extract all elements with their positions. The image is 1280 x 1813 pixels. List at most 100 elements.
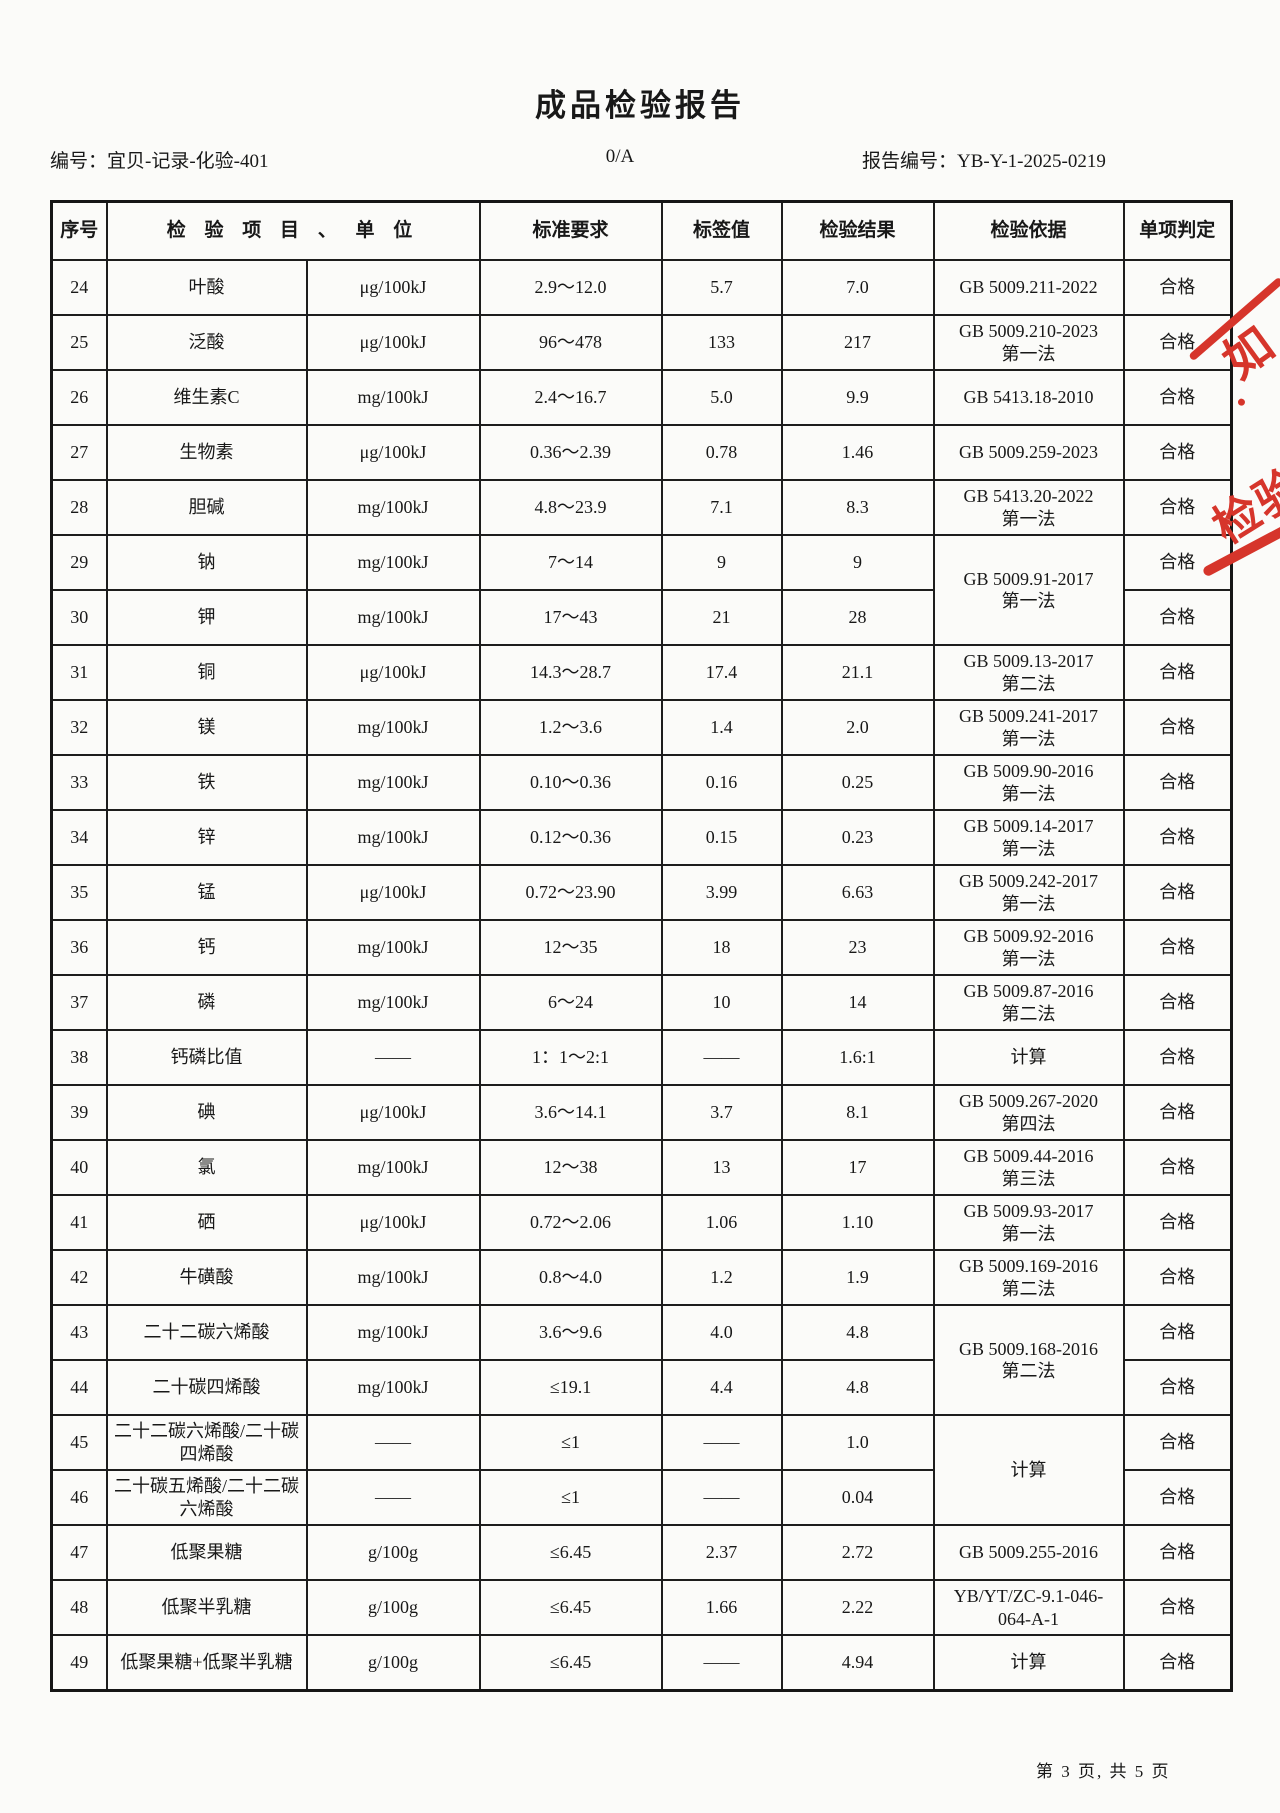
table-row: 24 叶酸 μg/100kJ 2.9～12.0 5.7 7.0 GB 5009.211-20…	[50, 259, 1233, 316]
test-basis: GB 5009.13-2017 第二法	[932, 644, 1125, 701]
table-row: 31 铜 μg/100kJ 14.3～28.7 17.4 21.1 GB 5009.13-2…	[50, 644, 1233, 701]
item-unit: mg/100kJ	[305, 1249, 481, 1306]
test-basis: 计算	[932, 1634, 1125, 1691]
basis-line-1: GB 5009.259-2023	[959, 442, 1099, 463]
label-value: 2.37	[660, 1524, 783, 1581]
row-no: 45	[50, 1414, 108, 1471]
item-unit: mg/100kJ	[305, 1304, 481, 1361]
standard-requirement: ≤6.45	[478, 1579, 663, 1636]
header-label-value: 标签值	[660, 200, 783, 261]
row-no: 32	[50, 699, 108, 756]
basis-line-2: 第四法	[1001, 1113, 1056, 1134]
label-value: 0.78	[660, 424, 783, 481]
judgment: 合格	[1122, 1194, 1233, 1251]
item-name: 二十二碳六烯酸/二十碳四烯酸	[105, 1414, 308, 1471]
row-no: 41	[50, 1194, 108, 1251]
test-result: 4.8	[780, 1304, 935, 1361]
standard-requirement: 1.2～3.6	[478, 699, 663, 756]
judgment: 合格	[1122, 1469, 1233, 1526]
item-unit: μg/100kJ	[305, 864, 481, 921]
basis-line-1: GB 5009.241-2017	[959, 706, 1099, 726]
test-basis: GB 5009.87-2016 第二法	[932, 974, 1125, 1031]
test-result: 17	[780, 1139, 935, 1196]
label-value: 0.16	[660, 754, 783, 811]
test-result: 21.1	[780, 644, 935, 701]
basis-line-1: GB 5009.91-2017	[963, 568, 1094, 589]
basis-line-2: 第二法	[1001, 673, 1056, 694]
page-title: 成品检验报告	[535, 88, 745, 123]
row-no: 28	[50, 479, 108, 536]
label-value: ——	[660, 1029, 783, 1086]
test-result: 2.0	[780, 699, 935, 756]
label-value: 5.7	[660, 259, 783, 316]
basis-line-2: 第一法	[1001, 783, 1056, 804]
label-value: 3.7	[660, 1084, 783, 1141]
item-unit: mg/100kJ	[305, 809, 481, 866]
item-name: 硒	[105, 1194, 308, 1251]
table-row: 33 铁 mg/100kJ 0.10～0.36 0.16 0.25 GB 5009.90-2…	[50, 754, 1233, 811]
item-name: 钙	[105, 919, 308, 976]
test-basis: GB 5009.91-2017 第一法	[932, 534, 1125, 646]
standard-requirement: ≤1	[478, 1414, 663, 1471]
test-result: 2.72	[780, 1524, 935, 1581]
table-row: 29 钠 mg/100kJ 7～14 9 9 GB 5009.91-2017 第一法 合格	[50, 534, 1233, 646]
judgment: 合格	[1122, 644, 1233, 701]
item-unit: μg/100kJ	[305, 314, 481, 371]
test-basis: GB 5009.169-2016 第二法	[932, 1249, 1125, 1306]
basis-line-2: 第一法	[1001, 728, 1056, 749]
judgment: 合格	[1122, 1414, 1233, 1471]
item-unit: g/100g	[305, 1524, 481, 1581]
judgment: 合格	[1122, 1139, 1233, 1196]
basis-line-2: 第二法	[1001, 1278, 1056, 1299]
test-basis: GB 5413.20-2022 第一法	[932, 479, 1125, 536]
test-result: 8.1	[780, 1084, 935, 1141]
row-no: 25	[50, 314, 108, 371]
label-value: 5.0	[660, 369, 783, 426]
test-basis: GB 5009.267-2020 第四法	[932, 1084, 1125, 1141]
test-result: 14	[780, 974, 935, 1031]
label-value: 0.15	[660, 809, 783, 866]
judgment: 合格	[1122, 1084, 1233, 1141]
test-basis: GB 5009.255-2016	[932, 1524, 1125, 1581]
judgment: 合格	[1122, 1524, 1233, 1581]
table-row: 38 钙磷比值 —— 1：1～2:1 —— 1.6:1 计算 合格	[50, 1029, 1233, 1086]
standard-requirement: 0.8～4.0	[478, 1249, 663, 1306]
header-no: 序号	[50, 200, 108, 261]
label-value: 1.4	[660, 699, 783, 756]
header-standard: 标准要求	[478, 200, 663, 261]
test-result: 1.46	[780, 424, 935, 481]
standard-requirement: 2.9～12.0	[478, 259, 663, 316]
header-basis: 检验依据	[932, 200, 1125, 261]
item-name: 低聚果糖+低聚半乳糖	[105, 1634, 308, 1691]
label-value: 7.1	[660, 479, 783, 536]
test-basis: GB 5009.92-2016 第一法	[932, 919, 1125, 976]
item-name: 生物素	[105, 424, 308, 481]
judgment: 合格	[1122, 1029, 1233, 1086]
row-no: 27	[50, 424, 108, 481]
label-value: 133	[660, 314, 783, 371]
item-name: 铁	[105, 754, 308, 811]
row-no: 36	[50, 919, 108, 976]
table-row: 26 维生素C mg/100kJ 2.4～16.7 5.0 9.9 GB 5413.18-2…	[50, 369, 1233, 426]
row-no: 37	[50, 974, 108, 1031]
doc-number: 编号：宜贝-记录-化验-401	[50, 151, 269, 172]
basis-line-2: 064-A-1	[998, 1608, 1060, 1629]
table-row: 46 二十碳五烯酸/二十二碳六烯酸 —— ≤1 —— 0.04 合格	[50, 1469, 1233, 1526]
table-header-row: 序号 检 验 项 目 、 单 位 标准要求 标签值 检验结果 检验依据 单项判定	[50, 200, 1233, 261]
table-row: 48 低聚半乳糖 g/100g ≤6.45 1.66 2.22 YB/YT/ZC-9.1-0…	[50, 1579, 1233, 1636]
test-result: 4.8	[780, 1359, 935, 1416]
test-result: 9	[780, 534, 935, 591]
judgment: 合格	[1122, 754, 1233, 811]
standard-requirement: 0.12～0.36	[478, 809, 663, 866]
item-unit: mg/100kJ	[305, 754, 481, 811]
basis-line-2: 第一法	[1001, 948, 1056, 969]
standard-requirement: 6～24	[478, 974, 663, 1031]
item-name: 叶酸	[105, 259, 308, 316]
table-row: 49 低聚果糖+低聚半乳糖 g/100g ≤6.45 —— 4.94 计算 合格	[50, 1634, 1233, 1691]
basis-line-1: GB 5009.267-2020	[959, 1091, 1099, 1111]
stamp-dot	[1236, 397, 1247, 408]
judgment: 合格	[1122, 699, 1233, 756]
basis-line-1: GB 5009.169-2016	[959, 1256, 1099, 1276]
basis-line-1: GB 5009.93-2017	[963, 1201, 1094, 1221]
item-name: 低聚半乳糖	[105, 1579, 308, 1636]
